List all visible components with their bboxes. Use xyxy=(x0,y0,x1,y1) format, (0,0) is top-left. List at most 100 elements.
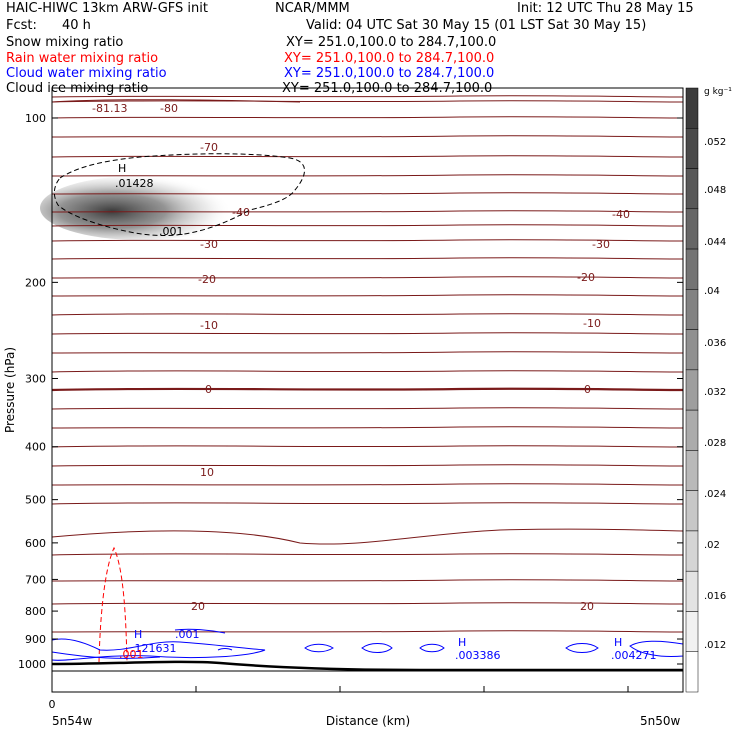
y-tick-label: 400 xyxy=(25,441,46,454)
isotherm xyxy=(51,135,684,138)
contour-value-label: .001 xyxy=(175,628,200,641)
terrain-line xyxy=(51,660,683,672)
colorbar-swatch xyxy=(685,329,699,371)
isotherm xyxy=(51,332,684,335)
y-tick-label: 500 xyxy=(25,494,46,507)
contour-value-label: .001 xyxy=(159,225,184,238)
isotherm-label: 20 xyxy=(191,600,205,613)
isotherm xyxy=(51,192,684,195)
colorbar-unit: g kg⁻¹ xyxy=(704,87,732,97)
isotherm-label: 0 xyxy=(584,383,591,396)
isotherm-label: -80 xyxy=(160,102,178,115)
maximum-marker: H xyxy=(134,628,142,641)
colorbar-tick-label: .036 xyxy=(704,338,726,349)
y-tick-label: 100 xyxy=(25,112,46,125)
isotherm-label: -10 xyxy=(200,319,218,332)
isotherm xyxy=(51,100,684,103)
cloud-water-contour xyxy=(304,643,334,653)
rain-contour xyxy=(98,546,128,663)
figure-title: HAIC-HIWC 13km ARW-GFS init xyxy=(6,1,208,16)
isotherm xyxy=(51,257,684,260)
isotherm xyxy=(51,483,684,486)
isotherm xyxy=(51,464,684,467)
cloud-ice-contour xyxy=(53,153,305,236)
isotherm xyxy=(51,351,684,354)
fcst-label: Fcst: xyxy=(6,18,37,33)
colorbar-swatch xyxy=(685,570,699,612)
isotherm xyxy=(51,426,684,429)
isotherm xyxy=(51,370,684,373)
cloud-water-contour xyxy=(51,651,161,659)
cloud-water-contour xyxy=(361,643,393,653)
x-tick-label: 0 xyxy=(49,698,56,711)
colorbar-swatch xyxy=(685,369,699,411)
maximum-marker: H xyxy=(614,636,622,649)
org-label: NCAR/MMM xyxy=(275,1,350,16)
colorbar-tick-label: .044 xyxy=(704,237,726,248)
isotherm-label: -70 xyxy=(200,141,218,154)
colorbar-swatch xyxy=(685,248,699,290)
snow-shading xyxy=(40,176,240,240)
isotherm xyxy=(51,445,684,448)
isotherm-label: -40 xyxy=(232,206,250,219)
colorbar-tick-label: .028 xyxy=(704,438,726,449)
isotherm xyxy=(51,313,684,316)
field-snow-name: Snow mixing ratio xyxy=(6,35,124,50)
isotherm-label: -10 xyxy=(583,317,601,330)
colorbar-swatch xyxy=(685,289,699,330)
y-tick-label: 800 xyxy=(25,605,46,618)
isotherm xyxy=(51,239,684,242)
isotherm xyxy=(51,630,684,633)
isotherm xyxy=(51,602,684,605)
colorbar-tick-label: .048 xyxy=(704,185,726,196)
colorbar-swatch xyxy=(685,611,699,652)
isotherm xyxy=(51,294,684,297)
cloud-water-contours xyxy=(51,628,684,661)
colorbar-swatch xyxy=(685,128,699,169)
colorbar-swatch xyxy=(685,450,699,491)
isotherm xyxy=(51,116,684,119)
maximum-value: .121631 xyxy=(131,642,177,655)
isotherm xyxy=(51,210,684,213)
colorbar-tick-label: .012 xyxy=(704,640,726,651)
isotherm xyxy=(51,174,684,177)
isotherm xyxy=(51,155,684,158)
cloud-water-contour xyxy=(565,643,599,653)
y-tick-label: 900 xyxy=(25,633,46,646)
colorbar-swatch xyxy=(685,409,699,451)
field-rain-xy: XY= 251.0,100.0 to 284.7,100.0 xyxy=(284,51,495,66)
y-axis-label: Pressure (hPa) xyxy=(3,347,17,433)
isotherm xyxy=(51,224,684,227)
isotherm xyxy=(51,387,684,392)
fcst-value: 40 h xyxy=(62,18,91,33)
colorbar-tick-label: .024 xyxy=(704,489,726,500)
cloud-water-contour xyxy=(174,628,226,634)
maximum-value: .004271 xyxy=(611,649,657,662)
isotherm xyxy=(51,528,684,545)
isotherm-label: -40 xyxy=(612,208,630,221)
isotherm xyxy=(51,99,301,103)
isotherm xyxy=(51,502,684,505)
field-cloudwater-xy: XY= 251.0,100.0 to 284.7,100.0 xyxy=(284,66,495,81)
y-tick-label: 1000 xyxy=(18,658,46,671)
maximum-value: .01428 xyxy=(115,177,154,190)
x-axis: 0 xyxy=(49,686,629,711)
isotherm-label: -20 xyxy=(577,271,595,284)
colorbar-swatch xyxy=(685,651,699,693)
isotherm-label: 10 xyxy=(200,466,214,479)
isotherm-label: 20 xyxy=(580,600,594,613)
isotherm-label: 0 xyxy=(205,383,212,396)
isotherm-lines xyxy=(51,95,684,633)
cloud-water-contour xyxy=(51,638,266,661)
isotherm xyxy=(51,407,684,410)
colorbar-tick-label: .016 xyxy=(704,591,726,602)
colorbar-swatch xyxy=(685,168,699,210)
init-time: Init: 12 UTC Thu 28 May 15 xyxy=(517,1,694,16)
colorbar-swatch xyxy=(685,87,699,129)
maximum-marker: H xyxy=(118,162,126,175)
isotherm-label: -81.13 xyxy=(92,102,127,115)
field-snow-xy: XY= 251.0,100.0 to 284.7,100.0 xyxy=(286,35,497,50)
contour-value-label: .001 xyxy=(119,648,144,661)
